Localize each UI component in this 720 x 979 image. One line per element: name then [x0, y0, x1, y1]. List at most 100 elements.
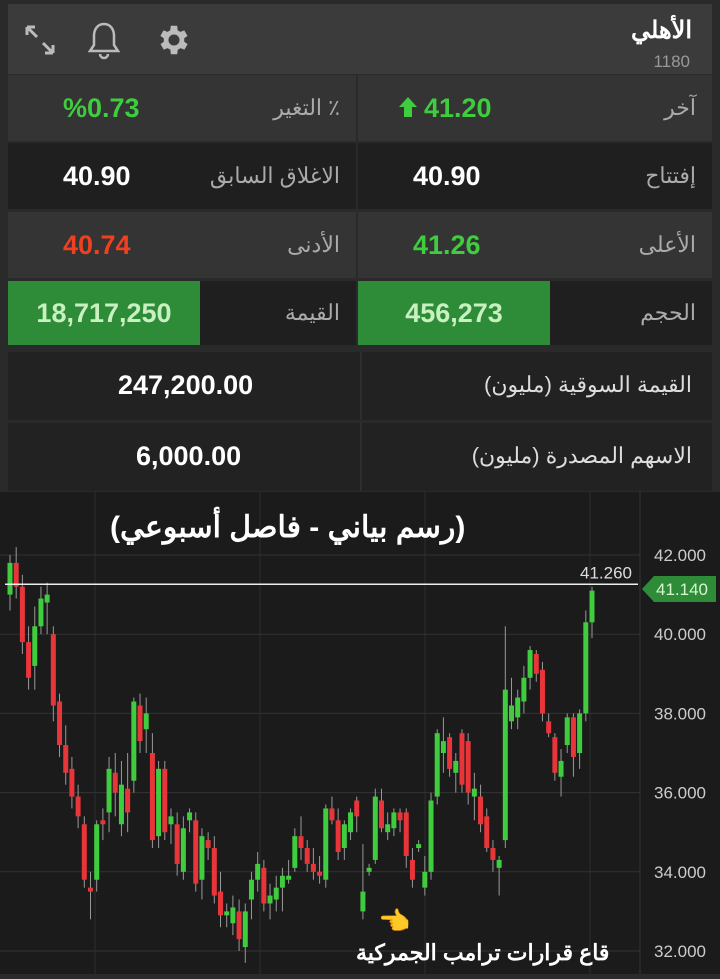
candle-up: [521, 677, 527, 702]
candle-down: [75, 796, 81, 817]
candle-up: [224, 911, 230, 916]
candle-up: [168, 816, 174, 825]
candle-down: [19, 586, 25, 643]
candle-up: [391, 812, 397, 829]
gear-icon[interactable]: [154, 20, 194, 60]
candlestick-chart[interactable]: 42.000 40.000 38.000 36.000 34.000 32.000 41.2…: [0, 492, 720, 974]
candle-up: [509, 705, 515, 722]
candle-up: [118, 784, 124, 825]
candle-down: [218, 891, 224, 916]
candle-up: [372, 796, 378, 860]
candle-up: [255, 863, 261, 880]
candle-down: [261, 867, 267, 904]
candle-up: [502, 689, 508, 841]
candle-down: [447, 737, 453, 769]
high-value: 41.26: [413, 229, 481, 260]
candle-up: [323, 808, 329, 880]
pointing-hand-icon: 👈: [378, 906, 411, 936]
candle-down: [174, 824, 180, 864]
candle-up: [348, 812, 354, 833]
candle-up: [453, 760, 459, 773]
candle-up: [416, 844, 422, 849]
candle-down: [211, 848, 217, 896]
volume-label: الحجم: [640, 300, 696, 325]
volume-cell: الحجم 456,273: [358, 281, 712, 345]
candle-down: [205, 840, 211, 849]
candle-down: [298, 836, 304, 849]
candle-down: [236, 911, 242, 940]
price-chart[interactable]: 42.000 40.000 38.000 36.000 34.000 32.000 41.2…: [0, 492, 720, 974]
candle-up: [38, 598, 44, 627]
annotation-text: قاع قرارات ترامب الجمركية: [356, 940, 610, 965]
candle-down: [81, 824, 87, 880]
candle-down: [459, 733, 465, 785]
candle-up: [471, 788, 477, 797]
change-label: التغير ٪: [273, 95, 340, 120]
candle-up: [143, 713, 149, 730]
open-cell: إفتتاح 40.90: [358, 143, 712, 209]
candle-down: [310, 863, 316, 872]
last-label: آخر: [664, 95, 696, 120]
candle-up: [248, 879, 254, 900]
last-value: 41.20: [424, 92, 492, 123]
candle-down: [125, 788, 131, 813]
candle-up: [422, 871, 428, 888]
candle-down: [465, 741, 471, 793]
candle-up: [360, 891, 366, 912]
candle-down: [403, 812, 409, 856]
candle-up: [106, 768, 112, 813]
stock-header: الأهلي 1180: [8, 4, 712, 74]
shares-label: الاسهم المصدرة (مليون): [471, 443, 692, 468]
candle-down: [304, 848, 310, 864]
candle-up: [242, 911, 248, 948]
candle-up: [564, 717, 570, 746]
candle-down: [397, 812, 403, 821]
candle-down: [26, 642, 32, 678]
expand-icon[interactable]: [20, 20, 60, 60]
low-label: الأدنى: [287, 232, 340, 257]
y-tick-label: 38.000: [654, 704, 706, 723]
candle-down: [552, 737, 558, 773]
low-value: 40.74: [63, 229, 131, 260]
candle-down: [490, 848, 496, 860]
candle-up: [496, 859, 502, 868]
bell-icon[interactable]: [84, 20, 124, 60]
candle-up: [131, 701, 137, 781]
prev-close-label: الاغلاق السابق: [209, 163, 340, 188]
candle-up: [589, 590, 595, 623]
arrow-up-icon: [398, 95, 418, 124]
candle-down: [354, 800, 360, 817]
y-tick-label: 34.000: [654, 863, 706, 882]
candle-down: [378, 800, 384, 829]
candle-down: [335, 820, 341, 852]
candle-down: [533, 654, 539, 674]
change-cell: التغير ٪ %0.73: [8, 75, 356, 141]
candle-up: [273, 887, 279, 900]
candle-up: [428, 800, 434, 872]
candle-down: [484, 816, 490, 849]
candle-up: [292, 836, 298, 868]
candle-down: [546, 721, 552, 734]
candle-down: [63, 745, 69, 773]
candle-down: [539, 669, 545, 714]
last-price-tag: [642, 576, 716, 603]
candle-up: [279, 875, 285, 888]
candle-down: [50, 634, 56, 706]
candle-down: [112, 772, 118, 793]
candle-up: [286, 875, 292, 880]
market-cap-value: 247,200.00: [118, 370, 254, 400]
reference-line-label: 41.260: [580, 563, 632, 582]
candle-down: [478, 796, 484, 825]
candle-down: [100, 820, 106, 825]
candle-down: [149, 753, 155, 841]
candle-up: [558, 760, 564, 777]
candle-up: [341, 824, 347, 849]
candle-up: [187, 812, 193, 821]
candle-up: [180, 828, 186, 872]
market-cap-label: القيمة السوقية (مليون): [484, 372, 692, 397]
prev-close-value: 40.90: [63, 160, 131, 191]
candle-up: [385, 824, 391, 833]
candle-down: [193, 820, 199, 884]
candle-down: [329, 808, 335, 821]
turnover-label: القيمة: [284, 300, 340, 325]
